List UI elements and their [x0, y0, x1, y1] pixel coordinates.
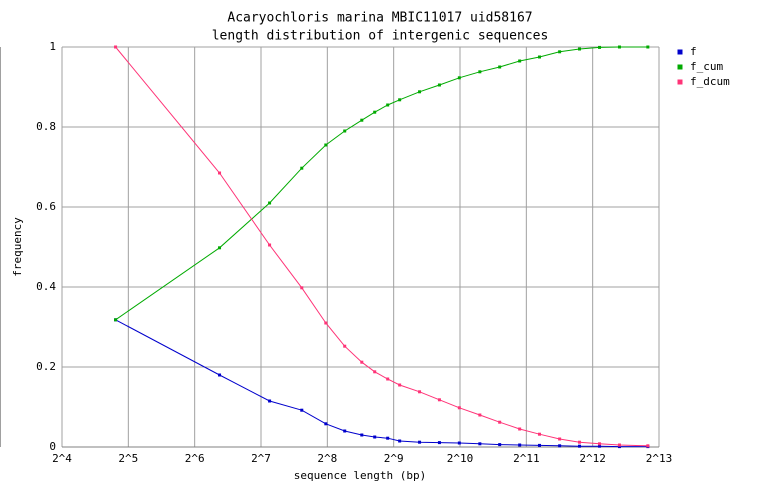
data-point — [478, 442, 482, 446]
data-point — [386, 436, 390, 440]
data-point — [457, 406, 461, 410]
data-point — [537, 443, 541, 447]
data-point — [268, 399, 272, 403]
legend-label: f_cum — [690, 60, 723, 73]
data-point — [398, 439, 402, 443]
chart-title: Acaryochloris marina MBIC11017 uid58167 — [227, 11, 532, 26]
data-point — [360, 433, 364, 437]
x-tick-label: 2^5 — [118, 452, 138, 465]
data-point — [218, 246, 222, 250]
data-point — [386, 103, 390, 107]
data-point — [386, 377, 390, 381]
y-tick-label: 0.4 — [36, 280, 56, 293]
data-point — [617, 445, 621, 449]
x-tick-label: 2^9 — [384, 452, 404, 465]
data-point — [537, 55, 541, 59]
data-point — [218, 171, 222, 175]
chart-subtitle: length distribution of intergenic sequen… — [212, 29, 549, 44]
data-point — [617, 45, 621, 49]
data-point — [598, 442, 602, 446]
data-point — [343, 344, 347, 348]
data-point — [343, 429, 347, 433]
data-point — [373, 370, 377, 374]
data-point — [558, 444, 562, 448]
data-point — [478, 413, 482, 417]
data-point — [537, 432, 541, 436]
legend-marker — [677, 64, 683, 70]
data-point — [373, 435, 377, 439]
data-point — [268, 201, 272, 205]
data-point — [343, 129, 347, 133]
data-point — [114, 45, 118, 49]
data-point — [457, 76, 461, 80]
legend-marker — [677, 49, 683, 55]
data-point — [558, 437, 562, 441]
data-point — [324, 422, 328, 426]
x-tick-label: 2^11 — [513, 452, 540, 465]
data-point — [398, 383, 402, 387]
x-tick-label: 2^10 — [447, 452, 474, 465]
x-tick-label: 2^12 — [579, 452, 606, 465]
data-point — [578, 47, 582, 51]
y-axis-label: frequency — [11, 217, 24, 277]
x-tick-label: 2^13 — [646, 452, 673, 465]
data-point — [518, 59, 522, 63]
data-point — [418, 390, 422, 394]
data-point — [360, 118, 364, 122]
data-point — [418, 440, 422, 444]
y-tick-label: 0 — [49, 440, 56, 453]
data-point — [478, 70, 482, 74]
series-line — [115, 319, 648, 448]
legend-marker — [677, 79, 683, 85]
data-point — [646, 444, 650, 448]
data-point — [324, 143, 328, 147]
data-point — [437, 441, 441, 445]
data-point — [324, 321, 328, 325]
data-point — [617, 443, 621, 447]
data-point — [300, 166, 304, 170]
data-point — [300, 408, 304, 412]
y-tick-label: 0.8 — [36, 120, 56, 133]
data-point — [498, 443, 502, 447]
data-point — [114, 318, 118, 322]
data-point — [218, 373, 222, 377]
data-point — [498, 420, 502, 424]
series-line — [115, 46, 648, 447]
x-axis-label: sequence length (bp) — [294, 469, 426, 482]
data-point — [360, 360, 364, 364]
legend-label: f — [690, 45, 697, 58]
data-point — [268, 243, 272, 247]
data-point — [437, 83, 441, 87]
y-tick-label: 1 — [49, 40, 56, 53]
data-point — [457, 441, 461, 445]
data-point — [518, 427, 522, 431]
y-tick-label: 0.6 — [36, 200, 56, 213]
x-tick-label: 2^4 — [52, 452, 72, 465]
data-point — [558, 50, 562, 54]
x-tick-label: 2^8 — [317, 452, 337, 465]
data-point — [598, 45, 602, 49]
data-point — [498, 65, 502, 69]
x-tick-label: 2^6 — [185, 452, 205, 465]
data-point — [578, 444, 582, 448]
data-point — [598, 444, 602, 448]
data-point — [578, 440, 582, 444]
legend-label: f_dcum — [690, 75, 730, 88]
data-point — [518, 443, 522, 447]
x-tick-label: 2^7 — [251, 452, 271, 465]
y-tick-label: 0.2 — [36, 360, 56, 373]
data-point — [646, 45, 650, 49]
data-point — [300, 286, 304, 290]
data-point — [398, 98, 402, 102]
data-point — [418, 90, 422, 94]
data-point — [373, 110, 377, 114]
series-line — [115, 46, 648, 321]
data-point — [437, 398, 441, 402]
